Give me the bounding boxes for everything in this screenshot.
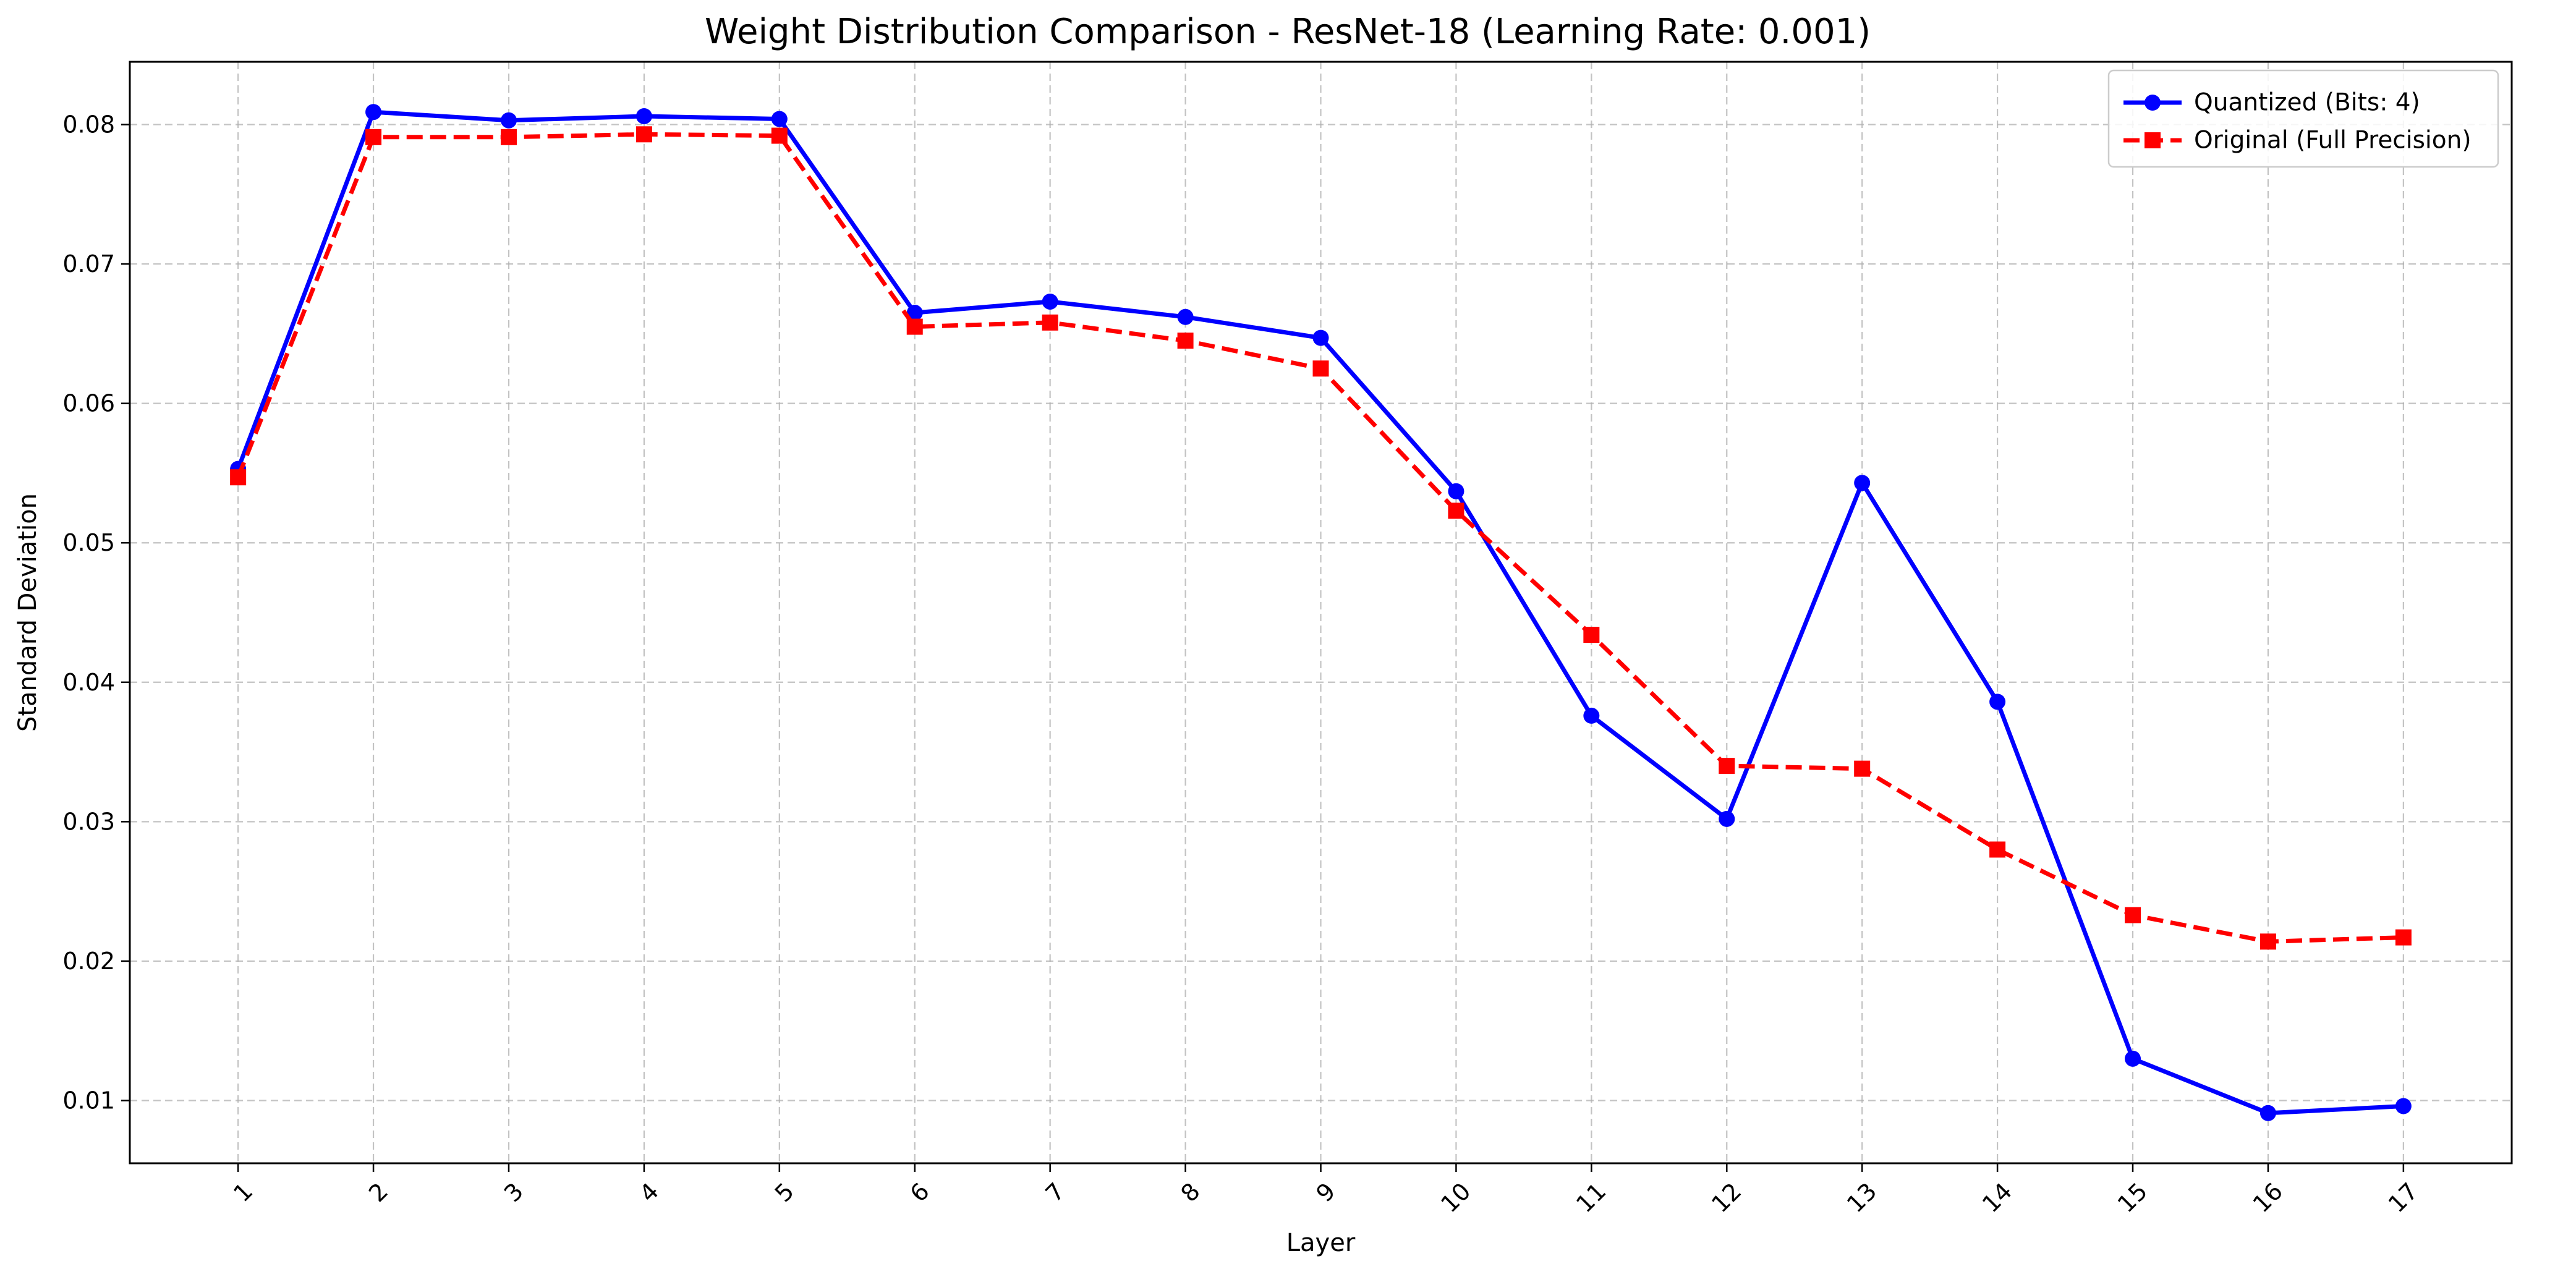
y-axis-label: Standard Deviation <box>14 493 42 732</box>
legend-entry-1: Original (Full Precision) <box>2123 127 2472 155</box>
x-tick-label: 2 <box>363 1177 393 1207</box>
chart-title: Weight Distribution Comparison - ResNet-… <box>705 12 1871 52</box>
data-point <box>771 127 788 144</box>
data-point <box>1854 760 1871 777</box>
data-point <box>500 112 517 129</box>
data-point <box>1989 841 2006 858</box>
legend-label: Original (Full Precision) <box>2194 127 2472 155</box>
x-tick-label: 17 <box>2383 1177 2423 1218</box>
x-tick-label: 3 <box>499 1177 529 1207</box>
data-point <box>1989 694 2006 710</box>
y-tick-label: 0.08 <box>62 111 115 138</box>
data-point <box>771 111 788 127</box>
x-tick-label: 5 <box>770 1177 799 1207</box>
axis-ticks: 1 2 3 4 5 6 7 8 9 10 11 12 13 14 15 16 170.010.020.030.0… <box>62 111 2423 1218</box>
data-point <box>1583 627 1600 643</box>
data-point <box>1719 758 1735 774</box>
y-tick-label: 0.01 <box>62 1087 115 1114</box>
x-tick-label: 13 <box>1842 1177 1882 1218</box>
y-tick-label: 0.07 <box>62 250 115 278</box>
data-point <box>906 318 923 335</box>
data-point <box>2259 933 2276 950</box>
data-point <box>230 469 247 486</box>
data-point <box>2395 929 2412 946</box>
data-point <box>1854 475 1871 491</box>
x-tick-label: 8 <box>1176 1177 1205 1207</box>
x-tick-label: 11 <box>1571 1177 1611 1218</box>
legend-entry-0: Quantized (Bits: 4) <box>2123 89 2420 117</box>
x-tick-label: 9 <box>1311 1177 1340 1207</box>
y-tick-label: 0.05 <box>62 529 115 556</box>
x-tick-label: 1 <box>228 1177 258 1207</box>
y-tick-label: 0.06 <box>62 390 115 417</box>
x-tick-label: 12 <box>1706 1177 1746 1218</box>
data-point <box>2125 907 2141 923</box>
data-point <box>635 126 652 143</box>
x-tick-label: 16 <box>2248 1177 2288 1218</box>
data-point <box>1448 503 1464 519</box>
data-point <box>1312 329 1329 346</box>
data-point <box>1042 293 1058 310</box>
legend: Quantized (Bits: 4) Original (Full Precis… <box>2107 69 2499 168</box>
legend-marker <box>2145 95 2161 111</box>
data-point <box>365 129 382 145</box>
x-tick-label: 14 <box>1977 1177 2017 1218</box>
data-point <box>1312 360 1329 377</box>
data-point <box>500 129 517 145</box>
x-tick-label: 7 <box>1040 1177 1070 1207</box>
legend-marker <box>2145 132 2161 148</box>
data-point <box>906 305 923 321</box>
x-tick-label: 10 <box>1435 1177 1476 1218</box>
data-point <box>1583 707 1600 724</box>
x-axis-label: Layer <box>1286 1229 1356 1257</box>
legend-box <box>2107 69 2499 168</box>
x-tick-label: 15 <box>2112 1177 2153 1218</box>
data-point <box>1177 333 1194 349</box>
series-1 <box>230 126 2412 950</box>
data-point <box>1719 810 1735 827</box>
data-point <box>2395 1098 2412 1114</box>
data-point <box>2259 1105 2276 1121</box>
series-layer <box>230 104 2412 1121</box>
data-point <box>365 104 382 121</box>
data-point <box>1177 308 1194 325</box>
data-point <box>1448 483 1464 499</box>
y-tick-label: 0.02 <box>62 948 115 975</box>
x-tick-label: 6 <box>905 1177 935 1207</box>
grid-lines <box>130 62 2512 1163</box>
legend-label: Quantized (Bits: 4) <box>2194 89 2420 117</box>
data-point <box>635 108 652 124</box>
x-tick-label: 4 <box>634 1177 664 1207</box>
series-0 <box>230 104 2412 1121</box>
y-tick-label: 0.04 <box>62 669 115 696</box>
data-point <box>2125 1050 2141 1067</box>
y-tick-label: 0.03 <box>62 808 115 835</box>
data-point <box>1042 314 1058 331</box>
